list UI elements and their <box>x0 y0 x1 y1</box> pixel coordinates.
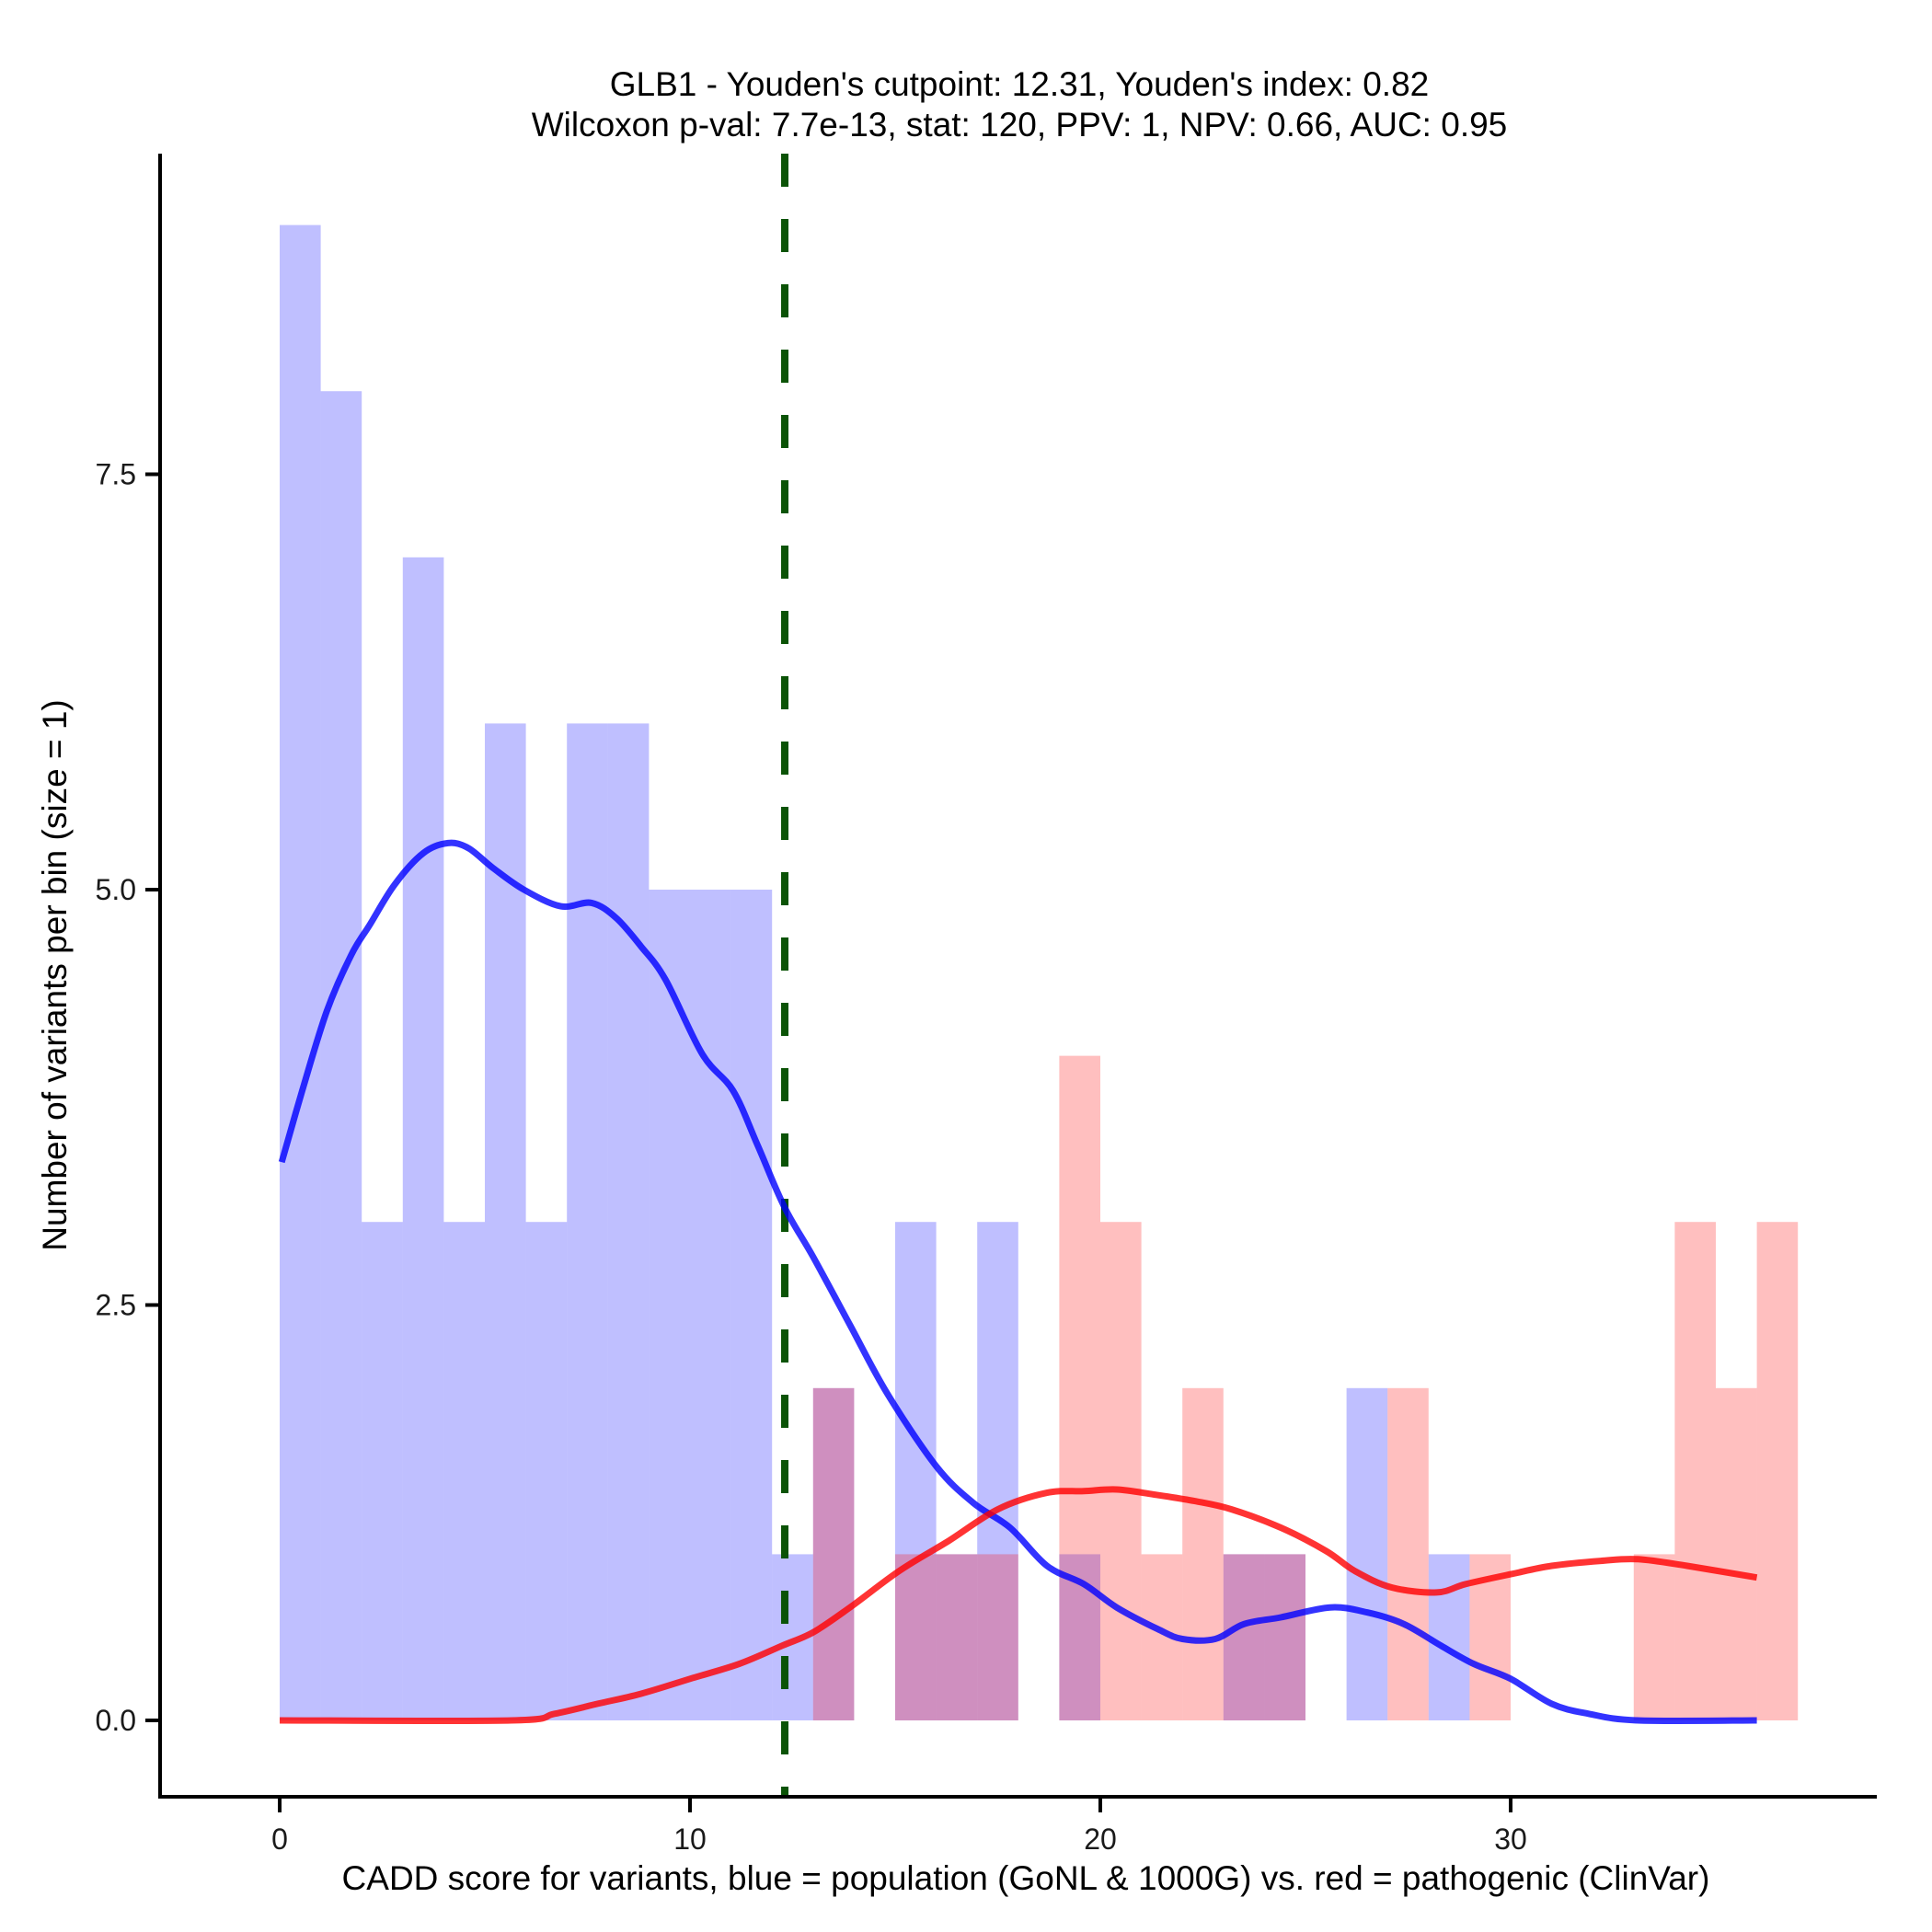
y-tick-label: 5.0 <box>96 873 136 906</box>
chart-title: GLB1 - Youden's cutpoint: 12.31, Youden'… <box>610 65 1430 103</box>
population-bars <box>280 224 1470 1721</box>
pathogenic-bar <box>895 1554 937 1720</box>
pathogenic-bar <box>1387 1387 1429 1720</box>
population-density-curve <box>278 839 1757 1725</box>
population-bar <box>1346 1387 1388 1720</box>
chart-subtitle: Wilcoxon p-val: 7.7e-13, stat: 120, PPV:… <box>532 106 1508 144</box>
y-tick-label: 2.5 <box>96 1289 136 1322</box>
pathogenic-bar <box>1182 1387 1224 1720</box>
population-bar <box>607 723 650 1720</box>
y-axis-title: Number of variants per bin (size = 1) <box>36 699 74 1250</box>
x-tick-label: 20 <box>1084 1823 1117 1856</box>
x-tick-label: 0 <box>271 1823 288 1856</box>
y-tick-label: 0.0 <box>96 1704 136 1737</box>
pathogenic-density-curve <box>279 1486 1758 1725</box>
population-bar <box>362 1222 403 1720</box>
x-axis-ticks: 0 10 20 30 <box>271 1797 1527 1856</box>
pathogenic-bars <box>812 1055 1799 1720</box>
population-bar <box>936 1554 978 1720</box>
pathogenic-bar <box>812 1387 855 1720</box>
population-bar <box>280 224 321 1721</box>
pathogenic-bar <box>977 1554 1018 1720</box>
pathogenic-bar <box>1100 1222 1142 1720</box>
population-bar <box>730 890 773 1720</box>
y-axis-ticks: 0.0 2.5 5.0 7.5 <box>96 458 160 1737</box>
population-bar <box>402 557 444 1720</box>
y-tick-label: 7.5 <box>96 458 136 491</box>
pathogenic-bar <box>1264 1554 1305 1720</box>
pathogenic-bar <box>1633 1554 1675 1720</box>
population-bar <box>567 723 608 1720</box>
population-bar <box>812 1387 855 1720</box>
population-bar <box>895 1222 937 1720</box>
population-bar <box>443 1222 485 1720</box>
x-tick-label: 30 <box>1494 1823 1527 1856</box>
pathogenic-bar <box>1059 1055 1100 1720</box>
population-bar <box>649 890 690 1720</box>
population-bar <box>1264 1554 1305 1720</box>
population-bar <box>977 1222 1018 1720</box>
population-bar <box>485 723 526 1720</box>
x-axis-title: CADD score for variants, blue = populati… <box>342 1859 1710 1897</box>
pathogenic-bar <box>1756 1222 1799 1720</box>
pathogenic-bar <box>1223 1554 1265 1720</box>
population-bar <box>690 890 731 1720</box>
population-bar <box>320 391 362 1721</box>
pathogenic-bar <box>1716 1387 1757 1720</box>
x-tick-label: 10 <box>673 1823 707 1856</box>
population-bar <box>1428 1554 1470 1720</box>
population-bar <box>525 1222 568 1720</box>
pathogenic-bar <box>936 1554 978 1720</box>
population-bar <box>1223 1554 1265 1720</box>
pathogenic-bar <box>1674 1222 1716 1720</box>
